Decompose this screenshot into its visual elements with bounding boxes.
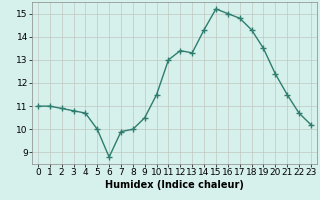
X-axis label: Humidex (Indice chaleur): Humidex (Indice chaleur): [105, 180, 244, 190]
